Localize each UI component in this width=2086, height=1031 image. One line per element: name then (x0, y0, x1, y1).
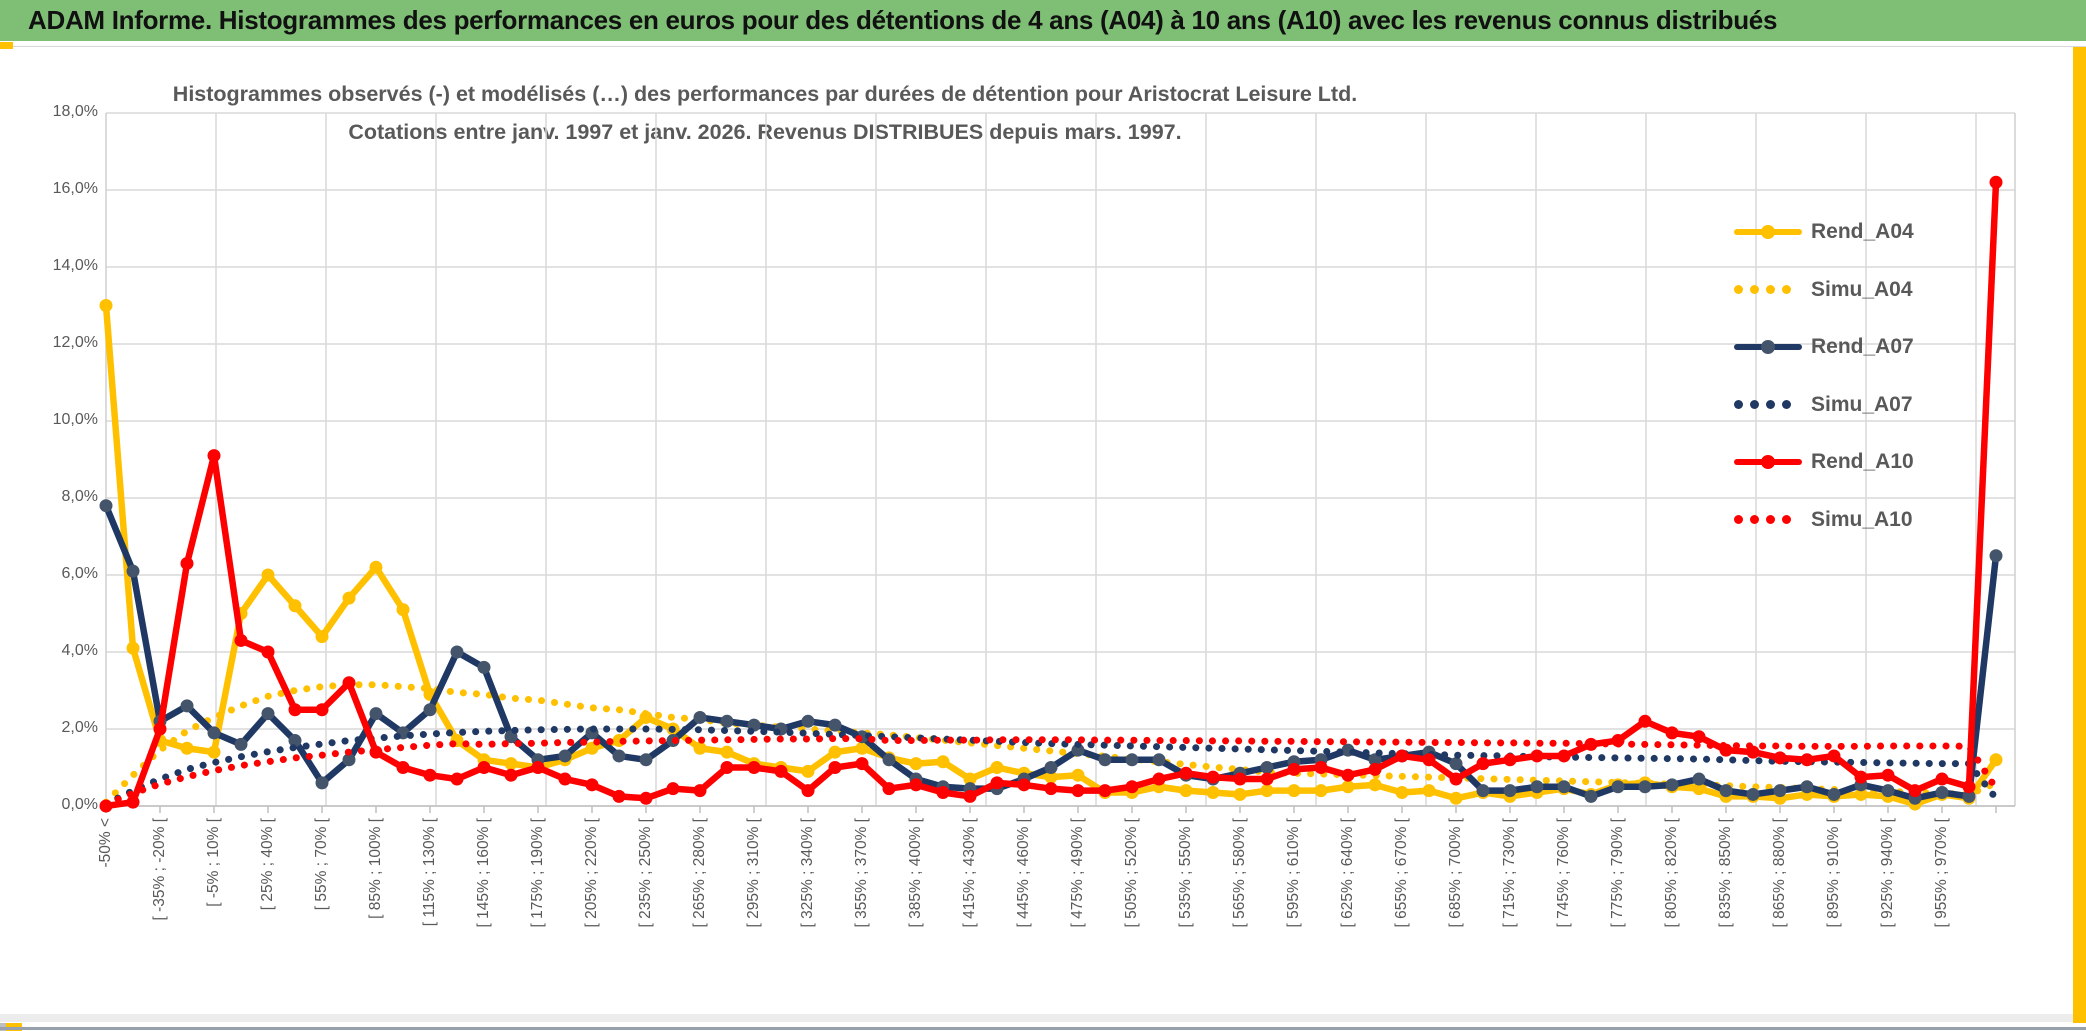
y-axis-label: 14,0% (52, 257, 98, 274)
window-bottom-edge (0, 1027, 2086, 1030)
right-scrollbar-strip[interactable] (2073, 47, 2086, 1023)
legend-line-swatch (1734, 339, 1802, 355)
y-axis-label: 0,0% (61, 796, 98, 813)
banner-divider (0, 46, 2086, 47)
x-axis-label: [ 445% ; 460% [ (1015, 818, 1032, 928)
x-axis-label: [ 565% ; 580% [ (1231, 818, 1248, 928)
x-axis-label: [ 745% ; 760% [ (1555, 818, 1572, 928)
chart-title-line2: Cotations entre janv. 1997 et janv. 2026… (348, 120, 1182, 144)
legend-label: Rend_A10 (1811, 450, 1914, 473)
banner-title: ADAM Informe. Histogrammes des performan… (28, 5, 1778, 35)
x-axis-label: [ 325% ; 340% [ (799, 818, 816, 928)
x-axis-label: [ 385% ; 400% [ (907, 818, 924, 928)
y-axis-label: 18,0% (52, 103, 98, 120)
y-axis-label: 16,0% (52, 180, 98, 197)
x-axis-label: [ 655% ; 670% [ (1393, 818, 1410, 928)
legend-line-swatch (1734, 224, 1802, 240)
x-axis-label: [ 55% ; 70% [ (313, 818, 330, 911)
y-axis-label: 10,0% (52, 411, 98, 428)
y-axis-label: 4,0% (61, 642, 98, 659)
x-axis-label: [ -5% ; 10% [ (205, 818, 222, 907)
legend-item-simu_a04[interactable]: Simu_A04 (1734, 265, 1913, 315)
chart-title-line1: Histogrammes observés (-) et modélisés (… (172, 82, 1358, 106)
legend-dotted-swatch (1734, 282, 1802, 298)
x-axis-label: [ 205% ; 220% [ (583, 818, 600, 928)
x-axis-label: [ 235% ; 250% [ (637, 818, 654, 928)
y-axis-label: 8,0% (61, 488, 98, 505)
x-axis-label: [ 355% ; 370% [ (853, 818, 870, 928)
x-axis-label: [ 475% ; 490% [ (1069, 818, 1086, 928)
x-axis-label: [ 145% ; 160% [ (475, 818, 492, 928)
y-axis-label: 2,0% (61, 719, 98, 736)
x-axis-label: [ 25% ; 40% [ (259, 818, 276, 911)
x-axis-label: [ 85% ; 100% [ (367, 818, 384, 919)
x-axis-label: [ 835% ; 850% [ (1717, 818, 1734, 928)
x-axis-label: [ 685% ; 700% [ (1447, 818, 1464, 928)
x-axis-label: [ 595% ; 610% [ (1285, 818, 1302, 928)
x-axis-label: [ 715% ; 730% [ (1501, 818, 1518, 928)
x-axis-label: [ 865% ; 880% [ (1771, 818, 1788, 928)
y-axis-label: 12,0% (52, 334, 98, 351)
legend-label: Simu_A07 (1811, 392, 1913, 416)
x-axis-label: [ 895% ; 910% [ (1825, 818, 1842, 928)
legend-item-rend_a04[interactable]: Rend_A04 (1734, 207, 1914, 257)
x-axis-label: [ 955% ; 970% [ (1933, 818, 1950, 928)
x-axis-label: [ 775% ; 790% [ (1609, 818, 1626, 928)
legend-item-simu_a10[interactable]: Simu_A10 (1734, 495, 1913, 545)
x-axis-label: [ 925% ; 940% [ (1879, 818, 1896, 928)
x-axis-label: [ 415% ; 430% [ (961, 818, 978, 928)
x-axis-label: [ 175% ; 190% [ (529, 818, 546, 928)
x-axis-label: [ 535% ; 550% [ (1177, 818, 1194, 928)
y-axis-label: 6,0% (61, 565, 98, 582)
banner: ADAM Informe. Histogrammes des performan… (0, 0, 2086, 41)
legend-label: Simu_A04 (1811, 277, 1913, 301)
x-axis-label: [ -35% ; -20% [ (151, 818, 168, 921)
legend-label: Rend_A04 (1811, 220, 1914, 243)
legend-dotted-swatch (1734, 397, 1802, 413)
x-axis-label: [ 805% ; 820% [ (1663, 818, 1680, 928)
x-axis-label: [ 625% ; 640% [ (1339, 818, 1356, 928)
gold-accent-top-left (0, 42, 13, 49)
x-axis-label: [ 115% ; 130% [ (421, 818, 438, 927)
legend-dotted-swatch (1734, 512, 1802, 528)
legend-line-swatch (1734, 454, 1802, 470)
x-axis-label: [ 265% ; 280% [ (691, 818, 708, 928)
legend-item-rend_a10[interactable]: Rend_A10 (1734, 437, 1914, 487)
legend-label: Rend_A07 (1811, 335, 1914, 358)
legend-item-rend_a07[interactable]: Rend_A07 (1734, 322, 1914, 372)
x-axis-label: -50% < (97, 818, 114, 868)
legend-label: Simu_A10 (1811, 507, 1913, 531)
bottom-gray-band (0, 1014, 2086, 1022)
legend-item-simu_a07[interactable]: Simu_A07 (1734, 380, 1913, 430)
x-axis-label: [ 295% ; 310% [ (745, 818, 762, 928)
x-axis-label: [ 505% ; 520% [ (1123, 818, 1140, 928)
